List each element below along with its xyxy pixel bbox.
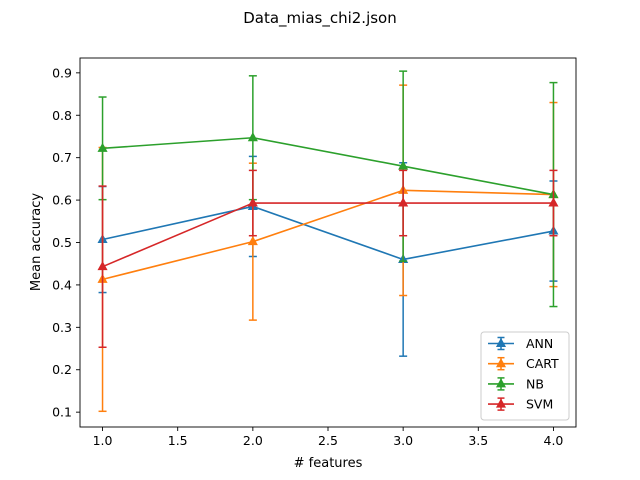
y-axis-label: Mean accuracy (29, 193, 44, 292)
data-point (548, 197, 559, 207)
y-tick-label: 0.9 (52, 65, 72, 80)
series-line (102, 189, 554, 281)
x-tick-label: 3.0 (393, 433, 413, 448)
series-line (102, 205, 554, 261)
y-tick-label: 0.1 (52, 405, 72, 420)
y-tick-label: 0.7 (52, 150, 72, 165)
legend-label: SVM (526, 397, 553, 412)
x-tick-label: 1.5 (168, 433, 188, 448)
data-point (97, 261, 108, 271)
legend-item-ann: ANN (488, 336, 553, 351)
data-point (247, 132, 258, 142)
series-svm (97, 169, 559, 349)
legend: ANN CART NB SVM (480, 331, 570, 421)
plot-frame (79, 57, 577, 428)
data-point (398, 160, 409, 170)
series-line (102, 136, 554, 196)
data-point (247, 197, 258, 207)
y-tick-label: 0.5 (52, 235, 72, 250)
legend-label: NB (526, 376, 544, 391)
data-point (247, 236, 258, 246)
y-tick-label: 0.3 (52, 320, 72, 335)
legend-marker (495, 358, 507, 368)
x-axis-label: # features (294, 456, 363, 471)
y-tick-label: 0.8 (52, 108, 72, 123)
x-tick-label: 4.0 (544, 433, 564, 448)
legend-label: CART (526, 356, 559, 371)
y-tick-label: 0.2 (52, 362, 72, 377)
legend-marker (495, 337, 507, 347)
y-tick-label: 0.6 (52, 193, 72, 208)
legend-label: ANN (526, 336, 553, 351)
legend-marker (495, 378, 507, 388)
chart-title: Data_mias_chi2.json (243, 9, 397, 28)
x-tick-label: 1.0 (93, 433, 113, 448)
legend-box (480, 331, 570, 421)
y-tick-label: 0.4 (52, 277, 72, 292)
legend-item-svm: SVM (488, 397, 553, 412)
series-line (102, 202, 554, 268)
x-tick-label: 2.5 (318, 433, 338, 448)
x-tick-label: 3.5 (468, 433, 488, 448)
legend-item-cart: CART (488, 356, 559, 371)
legend-marker (495, 398, 507, 408)
x-tick-label: 2.0 (243, 433, 263, 448)
data-point (97, 142, 108, 152)
legend-item-nb: NB (488, 376, 544, 391)
data-point (398, 197, 409, 207)
